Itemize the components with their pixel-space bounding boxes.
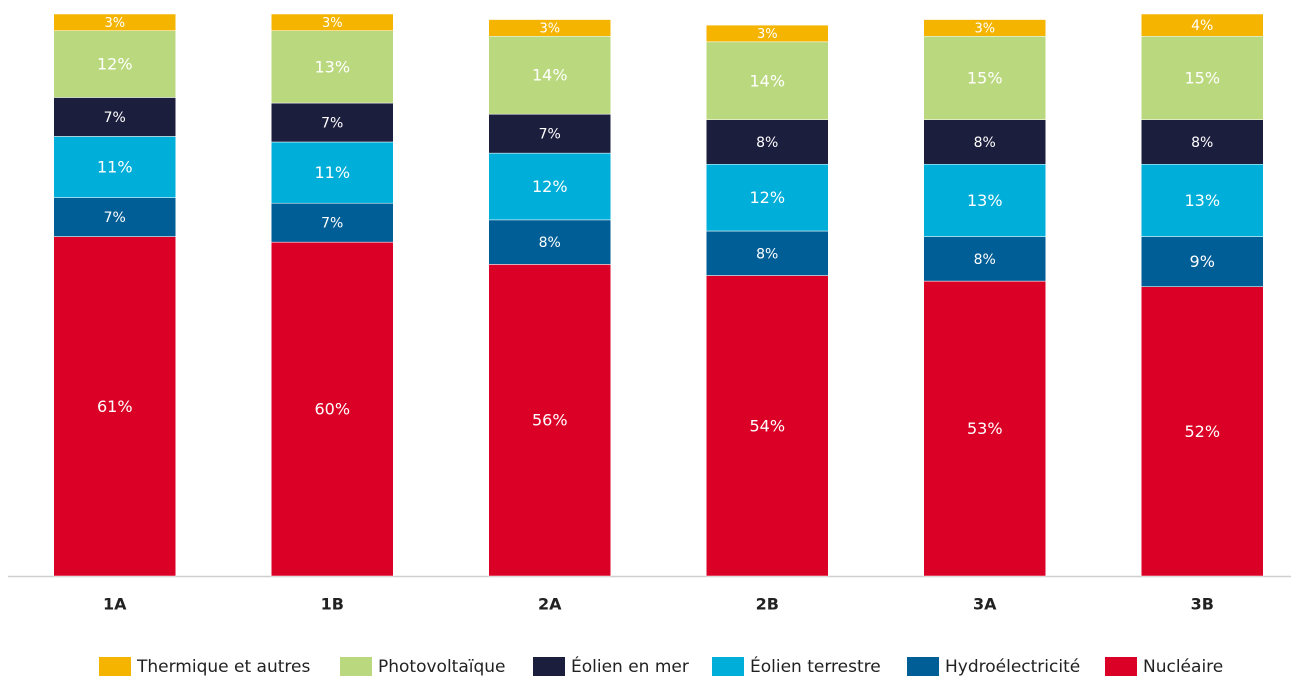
bar-segment	[271, 13, 394, 31]
bar-segment	[923, 280, 1046, 577]
bar-segment	[706, 119, 829, 165]
bar-segment	[923, 163, 1046, 237]
x-tick-label: 3A	[973, 595, 997, 614]
legend-label: Photovoltaïque	[378, 657, 506, 677]
bar-segment	[53, 236, 176, 577]
legend-swatch	[907, 657, 939, 676]
legend-swatch	[533, 657, 565, 676]
value-label: 7%	[321, 216, 343, 232]
legend-swatch	[1105, 657, 1137, 676]
bar-segment	[923, 19, 1046, 37]
bar-segment	[488, 152, 611, 221]
value-label: 53%	[967, 419, 1003, 438]
value-label: 56%	[532, 411, 568, 430]
value-label: 7%	[539, 127, 561, 143]
bar-segment	[706, 24, 829, 43]
x-tick-label: 3B	[1191, 595, 1214, 614]
bar-segment	[271, 102, 394, 143]
bar-segment	[53, 13, 176, 31]
bar-segment	[706, 230, 829, 276]
bar-segment	[488, 264, 611, 577]
bar-segment	[923, 119, 1046, 165]
bar-segment	[706, 163, 829, 232]
legend-label: Éolien terrestre	[750, 655, 881, 677]
value-label: 14%	[749, 71, 785, 90]
legend-label: Nucléaire	[1143, 657, 1223, 677]
value-label: 13%	[1184, 191, 1220, 210]
value-label: 12%	[532, 177, 568, 196]
bar-segment	[1141, 286, 1264, 577]
value-label: 54%	[749, 416, 785, 435]
value-label: 7%	[104, 110, 126, 126]
value-label: 12%	[749, 188, 785, 207]
bar-segment	[53, 30, 176, 98]
value-label: 3%	[104, 16, 125, 31]
legend-swatch	[340, 657, 372, 676]
bar-segment	[706, 275, 829, 577]
bar-segment	[1141, 13, 1264, 37]
bar-segment	[271, 202, 394, 243]
x-tick-label: 2A	[538, 595, 562, 614]
value-label: 12%	[97, 55, 133, 74]
bar-segment	[53, 197, 176, 237]
bar-segment	[1141, 119, 1264, 165]
value-label: 13%	[314, 57, 350, 76]
value-label: 8%	[539, 235, 561, 251]
value-label: 8%	[1191, 135, 1213, 151]
legend-label: Hydroélectricité	[945, 657, 1080, 677]
value-label: 13%	[967, 191, 1003, 210]
value-label: 8%	[756, 246, 778, 262]
bar-segment	[706, 41, 829, 120]
value-label: 3%	[757, 27, 778, 42]
legend-swatch	[99, 657, 131, 676]
value-label: 3%	[322, 16, 343, 31]
bar-segment	[271, 241, 394, 577]
value-label: 4%	[1191, 18, 1213, 34]
value-label: 52%	[1184, 422, 1220, 441]
value-label: 9%	[1190, 252, 1215, 271]
value-label: 15%	[1184, 68, 1220, 87]
bar-segment	[923, 36, 1046, 120]
value-label: 7%	[321, 116, 343, 132]
x-tick-label: 2B	[756, 595, 779, 614]
bar-segment	[488, 219, 611, 265]
bar-segment	[923, 236, 1046, 282]
legend-label: Thermique et autres	[136, 657, 310, 677]
value-label: 61%	[97, 397, 133, 416]
legend-label: Éolien en mer	[571, 655, 689, 677]
value-label: 11%	[97, 158, 133, 177]
value-label: 60%	[314, 400, 350, 419]
bar-segment	[53, 136, 176, 198]
value-label: 14%	[532, 66, 568, 85]
legend-swatch	[712, 657, 744, 676]
bar-segment	[1141, 36, 1264, 120]
value-label: 3%	[974, 21, 995, 36]
x-tick-label: 1A	[103, 595, 127, 614]
value-label: 8%	[974, 252, 996, 268]
x-tick-label: 1B	[321, 595, 344, 614]
value-label: 8%	[974, 135, 996, 151]
bar-segment	[488, 36, 611, 115]
value-label: 7%	[104, 210, 126, 226]
value-label: 11%	[314, 163, 350, 182]
bar-segment	[488, 19, 611, 37]
value-label: 15%	[967, 68, 1003, 87]
value-label: 8%	[756, 135, 778, 151]
bar-segment	[488, 113, 611, 154]
bar-segment	[53, 97, 176, 137]
bar-segment	[271, 141, 394, 204]
bar-segment	[1141, 163, 1264, 237]
value-label: 3%	[539, 21, 560, 36]
